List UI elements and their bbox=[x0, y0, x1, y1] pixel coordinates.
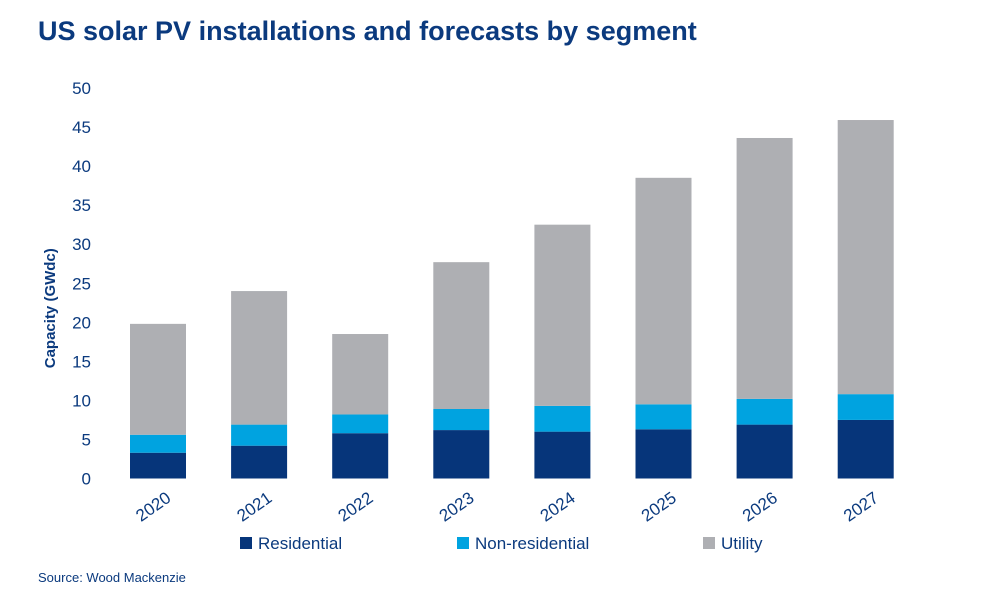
y-tick-label: 35 bbox=[72, 196, 91, 215]
legend-label: Residential bbox=[258, 534, 342, 553]
bar-utility-2025 bbox=[635, 177, 692, 405]
x-tick-label: 2022 bbox=[335, 488, 377, 525]
legend-swatch-utility bbox=[703, 537, 715, 549]
x-tick-label: 2026 bbox=[739, 488, 781, 525]
bar-non-residential-2024 bbox=[534, 405, 591, 432]
bar-utility-2026 bbox=[736, 137, 793, 399]
y-tick-label: 25 bbox=[72, 274, 91, 293]
y-tick-label: 40 bbox=[72, 157, 91, 176]
y-axis-label: Capacity (GWdc) bbox=[42, 248, 59, 368]
bar-residential-2022 bbox=[332, 433, 389, 479]
bar-non-residential-2022 bbox=[332, 414, 389, 434]
bar-residential-2024 bbox=[534, 431, 591, 479]
legend-swatch-non-residential bbox=[457, 537, 469, 549]
x-tick-label: 2021 bbox=[234, 488, 276, 525]
y-tick-label: 0 bbox=[82, 470, 91, 489]
bar-utility-2023 bbox=[433, 262, 490, 409]
bar-non-residential-2027 bbox=[837, 394, 894, 420]
y-tick-label: 5 bbox=[82, 430, 91, 449]
legend-label: Non-residential bbox=[475, 534, 589, 553]
bar-utility-2024 bbox=[534, 224, 591, 406]
legend-label: Utility bbox=[721, 534, 763, 553]
bar-residential-2021 bbox=[231, 445, 288, 479]
bar-residential-2027 bbox=[837, 419, 894, 479]
y-tick-label: 50 bbox=[72, 79, 91, 98]
bar-non-residential-2021 bbox=[231, 424, 288, 446]
y-tick-label: 45 bbox=[72, 118, 91, 137]
source-note: Source: Wood Mackenzie bbox=[38, 570, 186, 585]
bar-non-residential-2020 bbox=[130, 434, 186, 453]
bar-utility-2022 bbox=[332, 334, 389, 415]
x-tick-label: 2023 bbox=[436, 488, 478, 525]
x-tick-label: 2027 bbox=[840, 488, 882, 525]
y-tick-label: 20 bbox=[72, 313, 91, 332]
bar-residential-2020 bbox=[130, 452, 186, 479]
bar-non-residential-2023 bbox=[433, 408, 490, 431]
bar-residential-2026 bbox=[736, 424, 793, 479]
bar-utility-2021 bbox=[231, 291, 288, 425]
x-tick-label: 2020 bbox=[132, 488, 174, 525]
x-tick-label: 2024 bbox=[537, 488, 579, 525]
x-tick-label: 2025 bbox=[638, 488, 680, 525]
y-tick-label: 30 bbox=[72, 235, 91, 254]
chart-title: US solar PV installations and forecasts … bbox=[38, 16, 697, 46]
bar-residential-2023 bbox=[433, 430, 490, 479]
bar-utility-2020 bbox=[130, 323, 186, 435]
bar-non-residential-2025 bbox=[635, 404, 692, 430]
y-tick-label: 15 bbox=[72, 352, 91, 371]
bar-utility-2027 bbox=[837, 120, 894, 395]
legend-swatch-residential bbox=[240, 537, 252, 549]
bar-residential-2025 bbox=[635, 429, 692, 479]
bar-non-residential-2026 bbox=[736, 398, 793, 425]
y-tick-label: 10 bbox=[72, 391, 91, 410]
